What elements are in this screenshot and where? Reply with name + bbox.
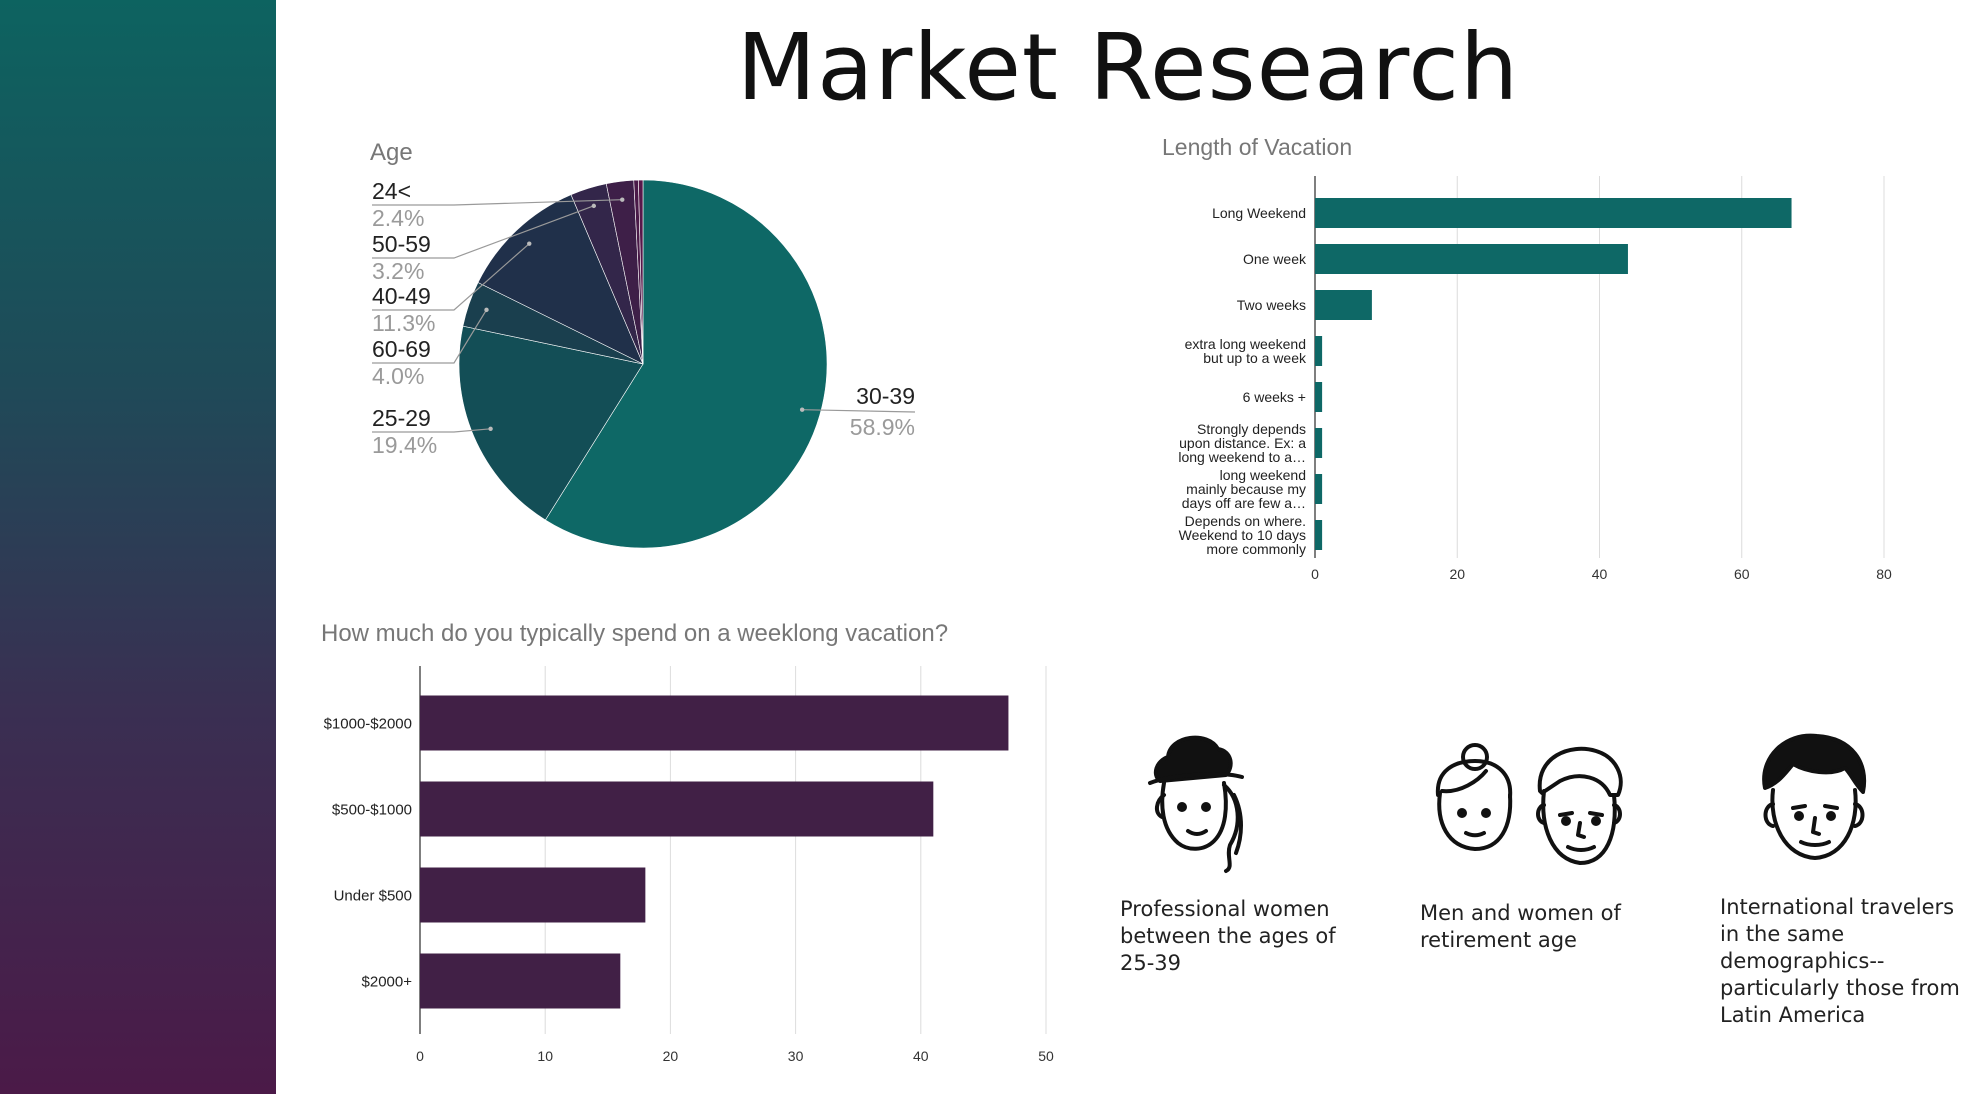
pie-label-3039: 30-39 [856, 383, 915, 409]
pie-label-6069-pct: 4.0% [372, 363, 424, 389]
pie-label-3039-dot [799, 407, 805, 412]
woman-hat-icon [1148, 735, 1244, 873]
pie-label-5059: 50-59 [372, 231, 431, 257]
pie-label-6069-leader [372, 309, 488, 364]
pie-slice-3039 [544, 179, 828, 549]
pie-label-5059-leader [372, 205, 595, 259]
pie-label-3039-leader [802, 409, 916, 413]
pie-slice-minor-7 [638, 179, 644, 365]
vacation-category-label-5-line-2: long weekend to a… [1178, 449, 1306, 465]
vacation-category-label-5-line-0: Strongly depends [1197, 421, 1306, 437]
vacation-xtick-2: 40 [1592, 566, 1608, 582]
pie-label-5059-pct: 3.2% [372, 258, 424, 284]
persona-caption-professional-women: Professional women between the ages of 2… [1120, 897, 1336, 975]
spend-category-label-1: $500-$1000 [332, 801, 412, 818]
vacation-category-label-7-line-0: Depends on where. [1185, 513, 1306, 529]
pie-label-24: 24< [372, 178, 411, 204]
spend-bar-0 [420, 695, 1009, 751]
vacation-title: Length of Vacation [1162, 134, 1352, 160]
spend-category-label-3: $2000+ [362, 973, 413, 990]
vacation-bar-2 [1315, 290, 1372, 320]
vacation-category-label-2: Two weeks [1237, 297, 1306, 313]
vacation-xtick-1: 20 [1449, 566, 1465, 582]
pie-label-24-pct: 2.4% [372, 205, 424, 231]
vacation-xtick-4: 80 [1876, 566, 1892, 582]
persona-caption-international-travelers: International travelers in the same demo… [1720, 895, 1960, 1027]
pie-label-5059-dot [591, 203, 597, 209]
young-man-icon [1762, 733, 1867, 860]
spend-xtick-2: 20 [663, 1048, 679, 1064]
vacation-category-label-7-line-1: Weekend to 10 days [1179, 527, 1306, 543]
pie-label-3039-pct: 58.9% [850, 414, 915, 440]
vacation-length-bar-chart: Length of Vacation 0 20 40 60 80 Long Weekend O… [1162, 134, 1892, 582]
pie-label-24-leader [372, 199, 623, 206]
vacation-bar-0 [1315, 198, 1792, 228]
vacation-bar-4 [1315, 382, 1323, 412]
vacation-category-label-1: One week [1243, 251, 1307, 267]
pie-label-24-dot [620, 197, 625, 202]
pie-label-6069-dot [484, 307, 489, 313]
vacation-category-label-3-line-0: extra long weekend [1185, 336, 1306, 352]
page-title: Market Research [736, 14, 1520, 121]
pie-label-6069: 60-69 [372, 336, 431, 362]
vacation-bar-5 [1315, 428, 1323, 458]
vacation-category-label-0: Long Weekend [1212, 205, 1306, 221]
pie-label-2529-pct: 19.4% [372, 432, 437, 458]
spend-title: How much do you typically spend on a wee… [321, 620, 948, 647]
vacation-category-label-5-line-1: upon distance. Ex: a [1179, 435, 1306, 451]
vacation-category-label-3-line-1: but up to a week [1203, 350, 1307, 366]
spend-bar-3 [420, 953, 621, 1009]
spend-bar-1 [420, 781, 934, 837]
pie-label-4049: 40-49 [372, 283, 431, 309]
persona-caption-retirement-age: Men and women of retirement age [1420, 901, 1621, 952]
spend-xtick-1: 10 [537, 1048, 553, 1064]
pie-slice-2529 [458, 325, 644, 521]
spend-xtick-3: 30 [788, 1048, 804, 1064]
pie-label-2529: 25-29 [372, 405, 431, 431]
vacation-category-label-6-line-2: days off are few a… [1182, 495, 1306, 511]
spend-category-label-0: $1000-$2000 [324, 715, 412, 732]
spend-category-label-2: Under $500 [334, 887, 412, 904]
pie-label-4049-dot [527, 241, 532, 246]
vacation-bar-3 [1315, 336, 1323, 366]
spend-xtick-4: 40 [913, 1048, 929, 1064]
pie-title: Age [370, 139, 413, 166]
spend-xtick-5: 50 [1038, 1048, 1054, 1064]
vacation-xtick-0: 0 [1311, 566, 1319, 582]
pie-label-4049-leader [372, 243, 530, 311]
spend-xtick-0: 0 [416, 1048, 424, 1064]
vacation-category-label-6-line-0: long weekend [1220, 467, 1306, 483]
vacation-xtick-3: 60 [1734, 566, 1750, 582]
spending-bar-chart: How much do you typically spend on a wee… [321, 620, 1054, 1064]
spend-bar-2 [420, 867, 646, 923]
couple-icon [1435, 743, 1623, 865]
pie-label-4049-pct: 11.3% [372, 310, 436, 336]
pie-label-2529-dot [488, 426, 493, 432]
vacation-bar-6 [1315, 474, 1323, 504]
pie-slice-4049 [477, 194, 644, 365]
vacation-category-label-6-line-1: mainly because my [1186, 481, 1306, 497]
vacation-bar-7 [1315, 520, 1323, 550]
sidebar-gradient [0, 0, 276, 1094]
vacation-category-label-7-line-2: more commonly [1206, 541, 1306, 557]
vacation-category-label-4: 6 weeks + [1243, 389, 1306, 405]
pie-label-2529-leader [372, 428, 491, 433]
vacation-bar-1 [1315, 244, 1628, 274]
